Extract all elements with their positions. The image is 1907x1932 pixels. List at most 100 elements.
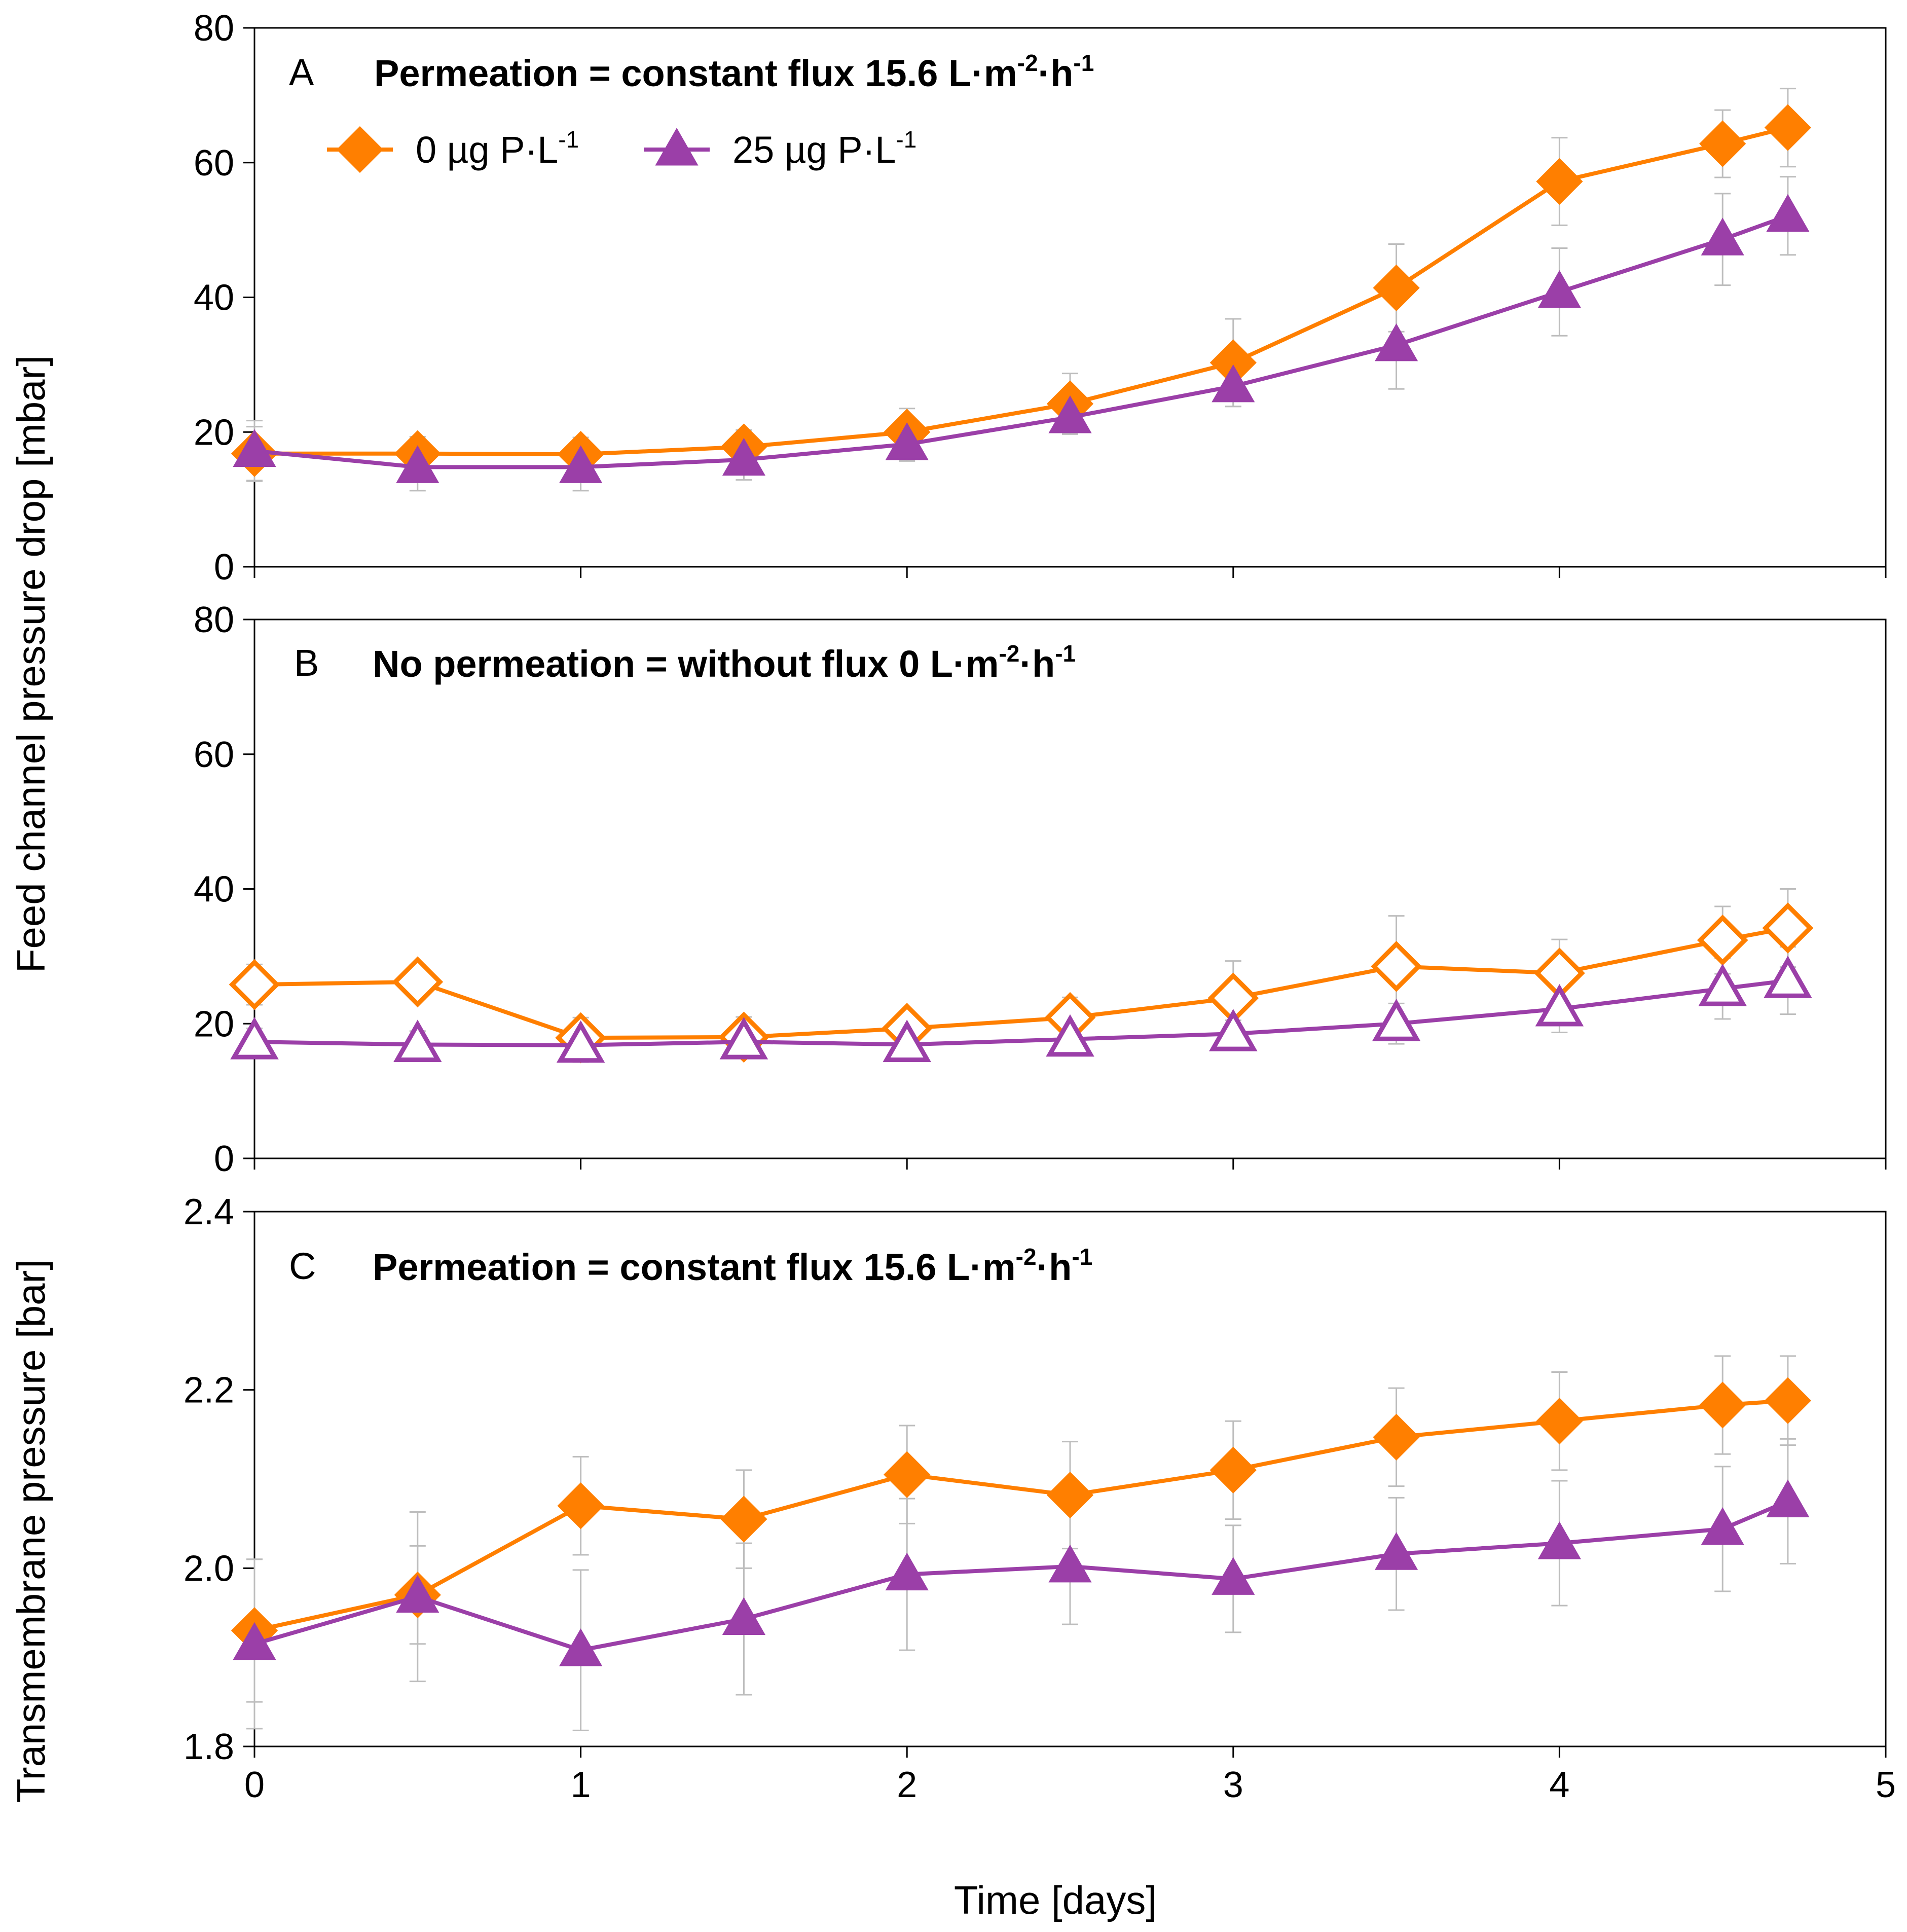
data-point — [1375, 1532, 1418, 1570]
error-bars-1 — [246, 176, 1796, 492]
y-tick-label: 1.8 — [184, 1727, 234, 1767]
data-point — [392, 956, 444, 1008]
title-superscript: -1 — [1055, 640, 1076, 667]
data-point — [1762, 902, 1814, 954]
data-point — [1537, 1521, 1581, 1559]
series-1 — [230, 956, 1812, 1063]
data-point — [1046, 1014, 1094, 1057]
data-point — [556, 1020, 605, 1063]
x-tick-label: 3 — [1223, 1765, 1243, 1805]
x-axis-label: Time [days] — [954, 1878, 1157, 1922]
panel-A: 0 20 40 60 80 A Permeation = constant flux 15.… — [194, 8, 1887, 588]
data-point — [1698, 964, 1747, 1006]
y-tick-label: 20 — [194, 1004, 234, 1044]
data-point — [1048, 395, 1092, 433]
title-text: No permeation = without flux 0 L·m — [373, 643, 999, 685]
data-point — [1699, 120, 1746, 167]
panel-letter: A — [289, 51, 314, 93]
data-point — [1048, 1544, 1092, 1583]
title-superscript: -2 — [1016, 1244, 1037, 1270]
title-superscript: -1 — [1072, 1244, 1092, 1270]
data-point — [557, 1482, 604, 1529]
data-point — [1766, 1479, 1810, 1517]
legend-label-text: 25 µg P·L — [732, 129, 896, 171]
data-point — [233, 1622, 276, 1660]
data-point — [719, 1017, 768, 1060]
x-tick-label: 0 — [244, 1765, 265, 1805]
data-point — [1536, 1398, 1583, 1445]
title-text: ·h — [1019, 643, 1055, 685]
data-point — [1764, 104, 1812, 151]
legend-marker — [336, 126, 384, 173]
data-point — [393, 1019, 442, 1062]
legend-item-1: 25 µg P·L-1 — [644, 126, 916, 171]
y-tick-label: 40 — [194, 869, 234, 910]
data-point — [229, 959, 280, 1010]
y-tick-label: 0 — [214, 547, 234, 588]
legend-label-superscript: -1 — [896, 126, 916, 153]
data-point — [1537, 270, 1581, 308]
series-line — [254, 213, 1789, 469]
series-line — [253, 1499, 1789, 1653]
data-point — [720, 1496, 767, 1543]
series-1 — [233, 1479, 1810, 1666]
data-point — [396, 1575, 439, 1613]
plot-frame — [253, 1211, 1887, 1747]
title-superscript: -1 — [1073, 50, 1094, 76]
legend: 0 µg P·L-1 25 µg P·L-1 — [327, 126, 916, 173]
y-tick-label: 0 — [214, 1139, 234, 1179]
y-tick-label: 2.0 — [184, 1548, 234, 1589]
y-tick-label: 60 — [194, 735, 234, 775]
data-point — [1046, 1472, 1094, 1519]
data-point — [230, 1017, 279, 1060]
y-tick-label: 80 — [194, 8, 234, 49]
data-point — [1212, 364, 1255, 403]
data-point — [722, 1597, 765, 1635]
x-tick-label: 4 — [1549, 1765, 1569, 1805]
data-point — [722, 438, 765, 476]
data-point — [1373, 1413, 1420, 1461]
title-text: Permeation = constant flux 15.6 L·m — [373, 1246, 1016, 1288]
panel-letter: B — [294, 642, 319, 684]
data-point — [1373, 264, 1420, 312]
data-point — [883, 1019, 931, 1062]
panel-letter: C — [289, 1245, 316, 1287]
data-point — [559, 1628, 603, 1666]
data-point — [396, 445, 439, 483]
error-bars-1 — [246, 1438, 1796, 1731]
data-point — [1764, 1377, 1812, 1424]
legend-label-superscript: -1 — [558, 126, 579, 153]
data-point — [1699, 1381, 1746, 1429]
y-tick-label: 2.4 — [184, 1192, 234, 1232]
data-point — [559, 445, 603, 483]
y-axis-label-bottom: Transmembrane pressure [bar] — [9, 1259, 53, 1803]
title-superscript: -2 — [999, 640, 1019, 667]
legend-marker — [655, 127, 699, 166]
data-point — [233, 429, 276, 467]
legend-label: 0 µg P·L-1 — [416, 126, 579, 171]
title-superscript: -2 — [1017, 50, 1038, 76]
data-point — [1371, 940, 1422, 992]
series-1 — [233, 194, 1810, 483]
data-point — [1701, 217, 1744, 256]
x-tick-label: 2 — [897, 1765, 917, 1805]
plot-frame — [253, 27, 1887, 568]
x-tick-label: 1 — [571, 1765, 591, 1805]
title-text: ·h — [1038, 52, 1074, 94]
y-tick-label: 20 — [194, 412, 234, 453]
data-point — [1212, 1557, 1255, 1595]
data-point — [885, 1552, 929, 1591]
panel-title: Permeation = constant flux 15.6 L·m-2·h-… — [374, 50, 1094, 94]
y-tick-label: 80 — [194, 600, 234, 640]
series-0 — [229, 902, 1814, 1064]
panel-title: No permeation = without flux 0 L·m-2·h-1 — [373, 640, 1076, 685]
data-point — [1209, 1009, 1258, 1051]
panel-title: Permeation = constant flux 15.6 L·m-2·h-… — [373, 1244, 1092, 1288]
plot-frame — [253, 618, 1887, 1159]
data-point — [885, 422, 929, 460]
data-point — [1766, 194, 1810, 232]
panel-C: 1.8 2.0 2.2 2.4 0 1 2 3 4 5 C Permeation = constant… — [184, 1192, 1896, 1805]
title-text: Permeation = constant flux 15.6 L·m — [374, 52, 1017, 94]
